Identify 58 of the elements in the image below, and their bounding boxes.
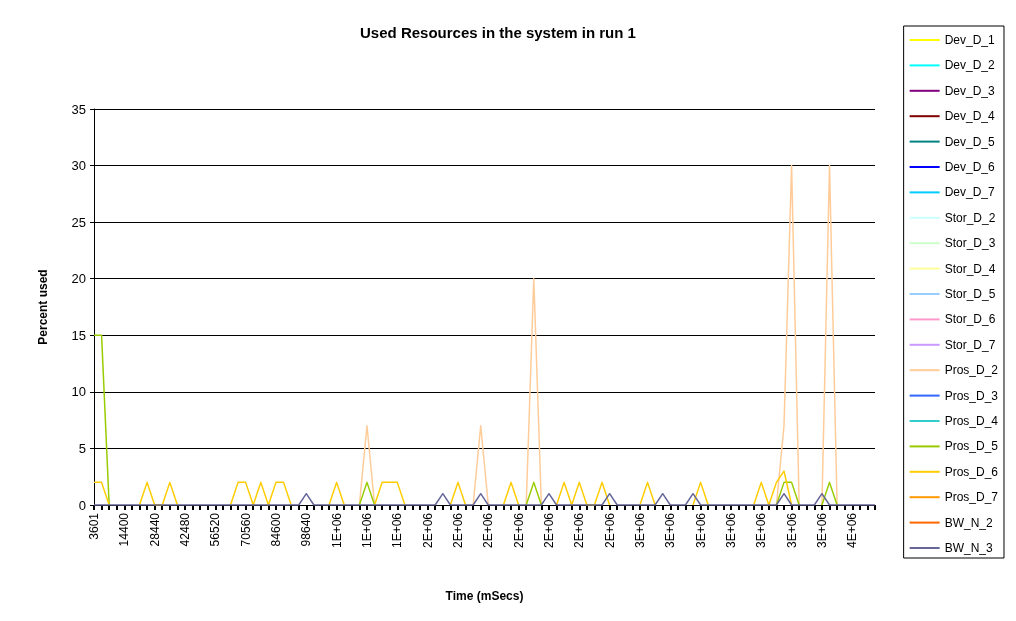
y-tick-label: 15 (71, 327, 86, 343)
y-tick-label: 30 (71, 158, 86, 174)
x-tick-label: 42480 (177, 512, 192, 547)
legend-label: Stor_D_6 (944, 312, 996, 327)
x-tick-label: 4E+06 (845, 512, 860, 549)
x-tick-label: 1E+06 (390, 512, 405, 549)
x-tick-label: 3E+06 (754, 512, 769, 549)
x-tick-label: 3E+06 (632, 512, 647, 549)
x-tick-label: 3601 (87, 512, 101, 540)
x-tick-label: 3E+06 (723, 512, 738, 549)
x-tick-label: 2E+06 (602, 512, 617, 549)
y-tick-label: 5 (78, 440, 86, 456)
x-axis-title: Time (mSecs) (445, 589, 524, 603)
x-tick-label: 28440 (147, 512, 162, 547)
legend-label: Stor_D_2 (944, 210, 996, 225)
legend-label: Dev_D_4 (944, 109, 995, 124)
x-tick-label: 14400 (117, 512, 132, 547)
x-tick-label: 2E+06 (481, 512, 496, 549)
legend-label: Pros_D_5 (944, 439, 999, 454)
x-tick-label: 1E+06 (329, 512, 344, 549)
y-axis-title: Percent used (36, 269, 50, 345)
legend-label: Dev_D_3 (944, 83, 995, 98)
legend-label: Stor_D_4 (944, 261, 996, 276)
x-tick-label: 3E+06 (784, 512, 799, 549)
x-tick-label: 3E+06 (814, 512, 829, 549)
x-tick-label: 3E+06 (693, 512, 708, 549)
legend-label: Pros_D_2 (944, 363, 999, 378)
legend-label: Dev_D_1 (944, 33, 995, 47)
legend-label: Pros_D_4 (944, 414, 999, 428)
x-tick-label: 84600 (268, 512, 283, 547)
y-tick-label: 25 (71, 214, 86, 230)
y-tick-label: 0 (78, 497, 86, 513)
legend-label: Stor_D_5 (944, 287, 996, 301)
x-tick-label: 2E+06 (572, 512, 587, 549)
legend-label: Dev_D_7 (944, 185, 995, 200)
x-tick-label: 3E+06 (663, 512, 678, 549)
legend-label: Dev_D_6 (944, 160, 995, 174)
x-tick-label: 2E+06 (511, 512, 526, 549)
x-tick-label: 2E+06 (450, 512, 465, 549)
legend-label: Stor_D_7 (944, 337, 996, 352)
x-tick-label: 56520 (208, 512, 223, 547)
legend-label: Pros_D_7 (944, 490, 999, 505)
x-tick-label: 2E+06 (541, 512, 556, 549)
legend-label: Dev_D_2 (944, 58, 995, 73)
y-tick-label: 20 (71, 271, 86, 287)
x-tick-label: 2E+06 (420, 512, 435, 549)
y-tick-label: 10 (71, 384, 86, 400)
legend-label: BW_N_2 (944, 515, 993, 530)
x-tick-label: 70560 (238, 512, 253, 547)
legend-label: BW_N_3 (944, 541, 993, 555)
legend-label: Dev_D_5 (944, 134, 995, 149)
legend-label: Stor_D_3 (944, 236, 996, 251)
x-tick-label: 98640 (299, 512, 314, 547)
legend-label: Pros_D_3 (944, 388, 999, 403)
legend-label: Pros_D_6 (944, 464, 999, 479)
x-tick-label: 1E+06 (359, 512, 374, 549)
y-tick-label: 35 (71, 101, 86, 117)
chart-title: Used Resources in the system in run 1 (360, 24, 636, 41)
